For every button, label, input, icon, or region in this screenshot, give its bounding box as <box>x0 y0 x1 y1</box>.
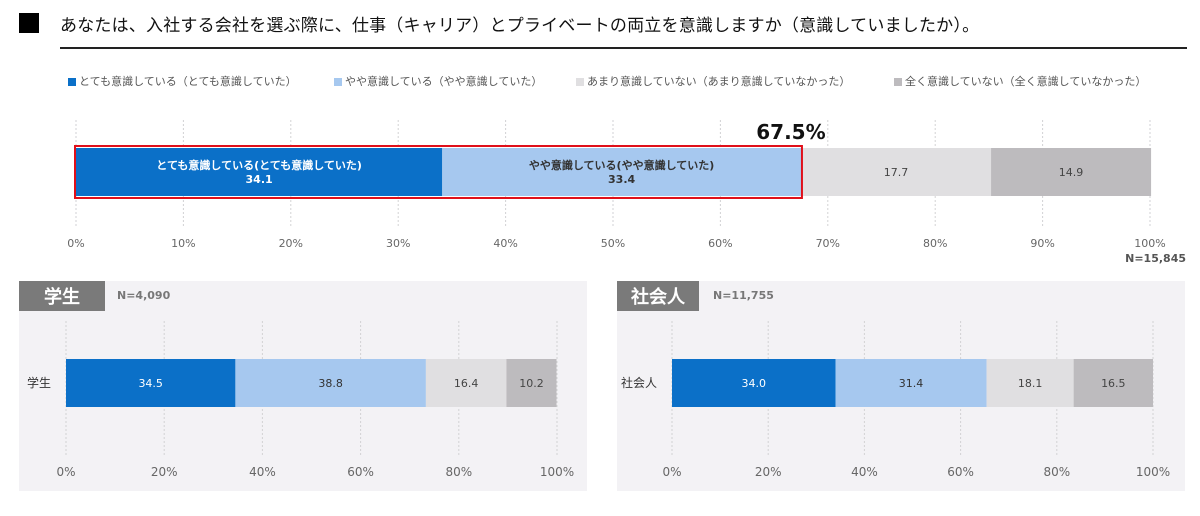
x-tick-label: 60% <box>347 465 374 479</box>
legend-item-not-very-aware: あまり意識していない（あまり意識していなかった） <box>576 74 850 90</box>
data-label: 10.2 <box>519 377 544 390</box>
data-label: 16.4 <box>454 377 479 390</box>
student-stacked-bar-chart: 0% 20% 40% 60% 80% 100% 学生 34.5 38.8 16.4 10.2 <box>27 321 574 479</box>
x-tick-label: 100% <box>1136 465 1170 479</box>
data-label: 14.9 <box>1059 166 1084 179</box>
worker-stacked-bar-chart: 0% 20% 40% 60% 80% 100% 社会人 34.0 31.4 18.1 16.5 <box>621 321 1170 479</box>
x-tick-label: 10% <box>171 237 195 250</box>
x-tick-label: 70% <box>816 237 840 250</box>
legend-swatch <box>68 78 76 86</box>
x-tick-label: 60% <box>708 237 732 250</box>
legend-label: とても意識している（とても意識していた） <box>79 75 297 88</box>
legend-swatch <box>576 78 584 86</box>
x-tick-label: 20% <box>755 465 782 479</box>
x-tick-label: 40% <box>851 465 878 479</box>
data-label: 34.1 <box>246 173 273 186</box>
student-panel: 学生 N=4,090 0% 20% 40% 60% 80% 100% 学生 34.5 38.8 1… <box>19 281 587 491</box>
x-tick-label: 100% <box>1134 237 1165 250</box>
legend-item-somewhat-aware: やや意識している（やや意識していた） <box>334 74 542 90</box>
x-tick-label: 0% <box>67 237 84 250</box>
data-label: 34.5 <box>138 377 163 390</box>
bar-segment-not-very-aware <box>425 359 507 407</box>
overall-stacked-bar-chart: 0% 10% 20% 30% 40% 50% 60% 70% 80% 90% 100% とても意識して… <box>67 120 1186 265</box>
data-label: 18.1 <box>1018 377 1043 390</box>
x-tick-label: 90% <box>1030 237 1054 250</box>
bar-segment-not-aware-at-all <box>991 148 1152 196</box>
legend-label: やや意識している（やや意識していた） <box>345 75 543 88</box>
data-label: 34.0 <box>742 377 767 390</box>
student-sample-size: N=4,090 <box>117 289 171 302</box>
worker-panel-title: 社会人 <box>617 281 699 311</box>
category-label: 学生 <box>27 375 51 390</box>
question-title: あなたは、入社する会社を選ぶ際に、仕事（キャリア）とプライベートの両立を意識しま… <box>60 16 980 36</box>
bar-segment-somewhat-aware <box>835 359 987 407</box>
legend-label: 全く意識していない（全く意識していなかった） <box>905 75 1147 88</box>
bar-segment-very-aware <box>66 359 236 407</box>
x-tick-label: 80% <box>1043 465 1070 479</box>
x-tick-label: 100% <box>540 465 574 479</box>
bar-segment-not-aware-at-all <box>1073 359 1153 407</box>
legend-swatch <box>334 78 342 86</box>
category-label: 社会人 <box>621 375 657 390</box>
x-tick-label: 40% <box>249 465 276 479</box>
x-tick-label: 30% <box>386 237 410 250</box>
bar-segment-somewhat-aware <box>442 148 801 196</box>
data-label: 33.4 <box>608 173 635 186</box>
legend-item-very-aware: とても意識している（とても意識していた） <box>68 74 297 90</box>
worker-panel: 社会人 N=11,755 0% 20% 40% 60% 80% 100% 社会人 34.0 31… <box>617 281 1185 491</box>
student-panel-title: 学生 <box>19 281 105 311</box>
bar-segment-category-label: やや意識している(やや意識していた) <box>529 158 714 172</box>
x-tick-label: 20% <box>279 237 303 250</box>
x-tick-label: 20% <box>151 465 178 479</box>
title-marker <box>19 13 39 33</box>
highlight-total-label: 67.5% <box>756 120 825 144</box>
data-label: 31.4 <box>899 377 924 390</box>
data-label: 38.8 <box>318 377 343 390</box>
bar-segment-not-aware-at-all <box>506 359 557 407</box>
legend-label: あまり意識していない（あまり意識していなかった） <box>587 75 851 88</box>
bar-segment-somewhat-aware <box>235 359 426 407</box>
x-tick-label: 50% <box>601 237 625 250</box>
x-tick-label: 60% <box>947 465 974 479</box>
worker-sample-size: N=11,755 <box>713 289 774 302</box>
bar-segment-category-label: とても意識している(とても意識していた) <box>156 158 362 172</box>
legend: とても意識している（とても意識していた） やや意識している（やや意識していた） … <box>68 74 1188 90</box>
bar-segment-very-aware <box>672 359 836 407</box>
x-tick-label: 40% <box>493 237 517 250</box>
title-underline <box>60 47 1187 49</box>
legend-item-not-aware-at-all: 全く意識していない（全く意識していなかった） <box>894 74 1146 90</box>
x-tick-label: 0% <box>56 465 75 479</box>
highlight-box <box>74 145 803 199</box>
x-tick-label: 0% <box>662 465 681 479</box>
x-tick-label: 80% <box>445 465 472 479</box>
data-label: 17.7 <box>884 166 909 179</box>
x-tick-label: 80% <box>923 237 947 250</box>
data-label: 16.5 <box>1101 377 1126 390</box>
bar-segment-not-very-aware <box>800 148 992 196</box>
overall-sample-size: N=15,845 <box>1125 252 1186 265</box>
bar-segment-not-very-aware <box>986 359 1074 407</box>
bar-segment-very-aware <box>76 148 443 196</box>
legend-swatch <box>894 78 902 86</box>
